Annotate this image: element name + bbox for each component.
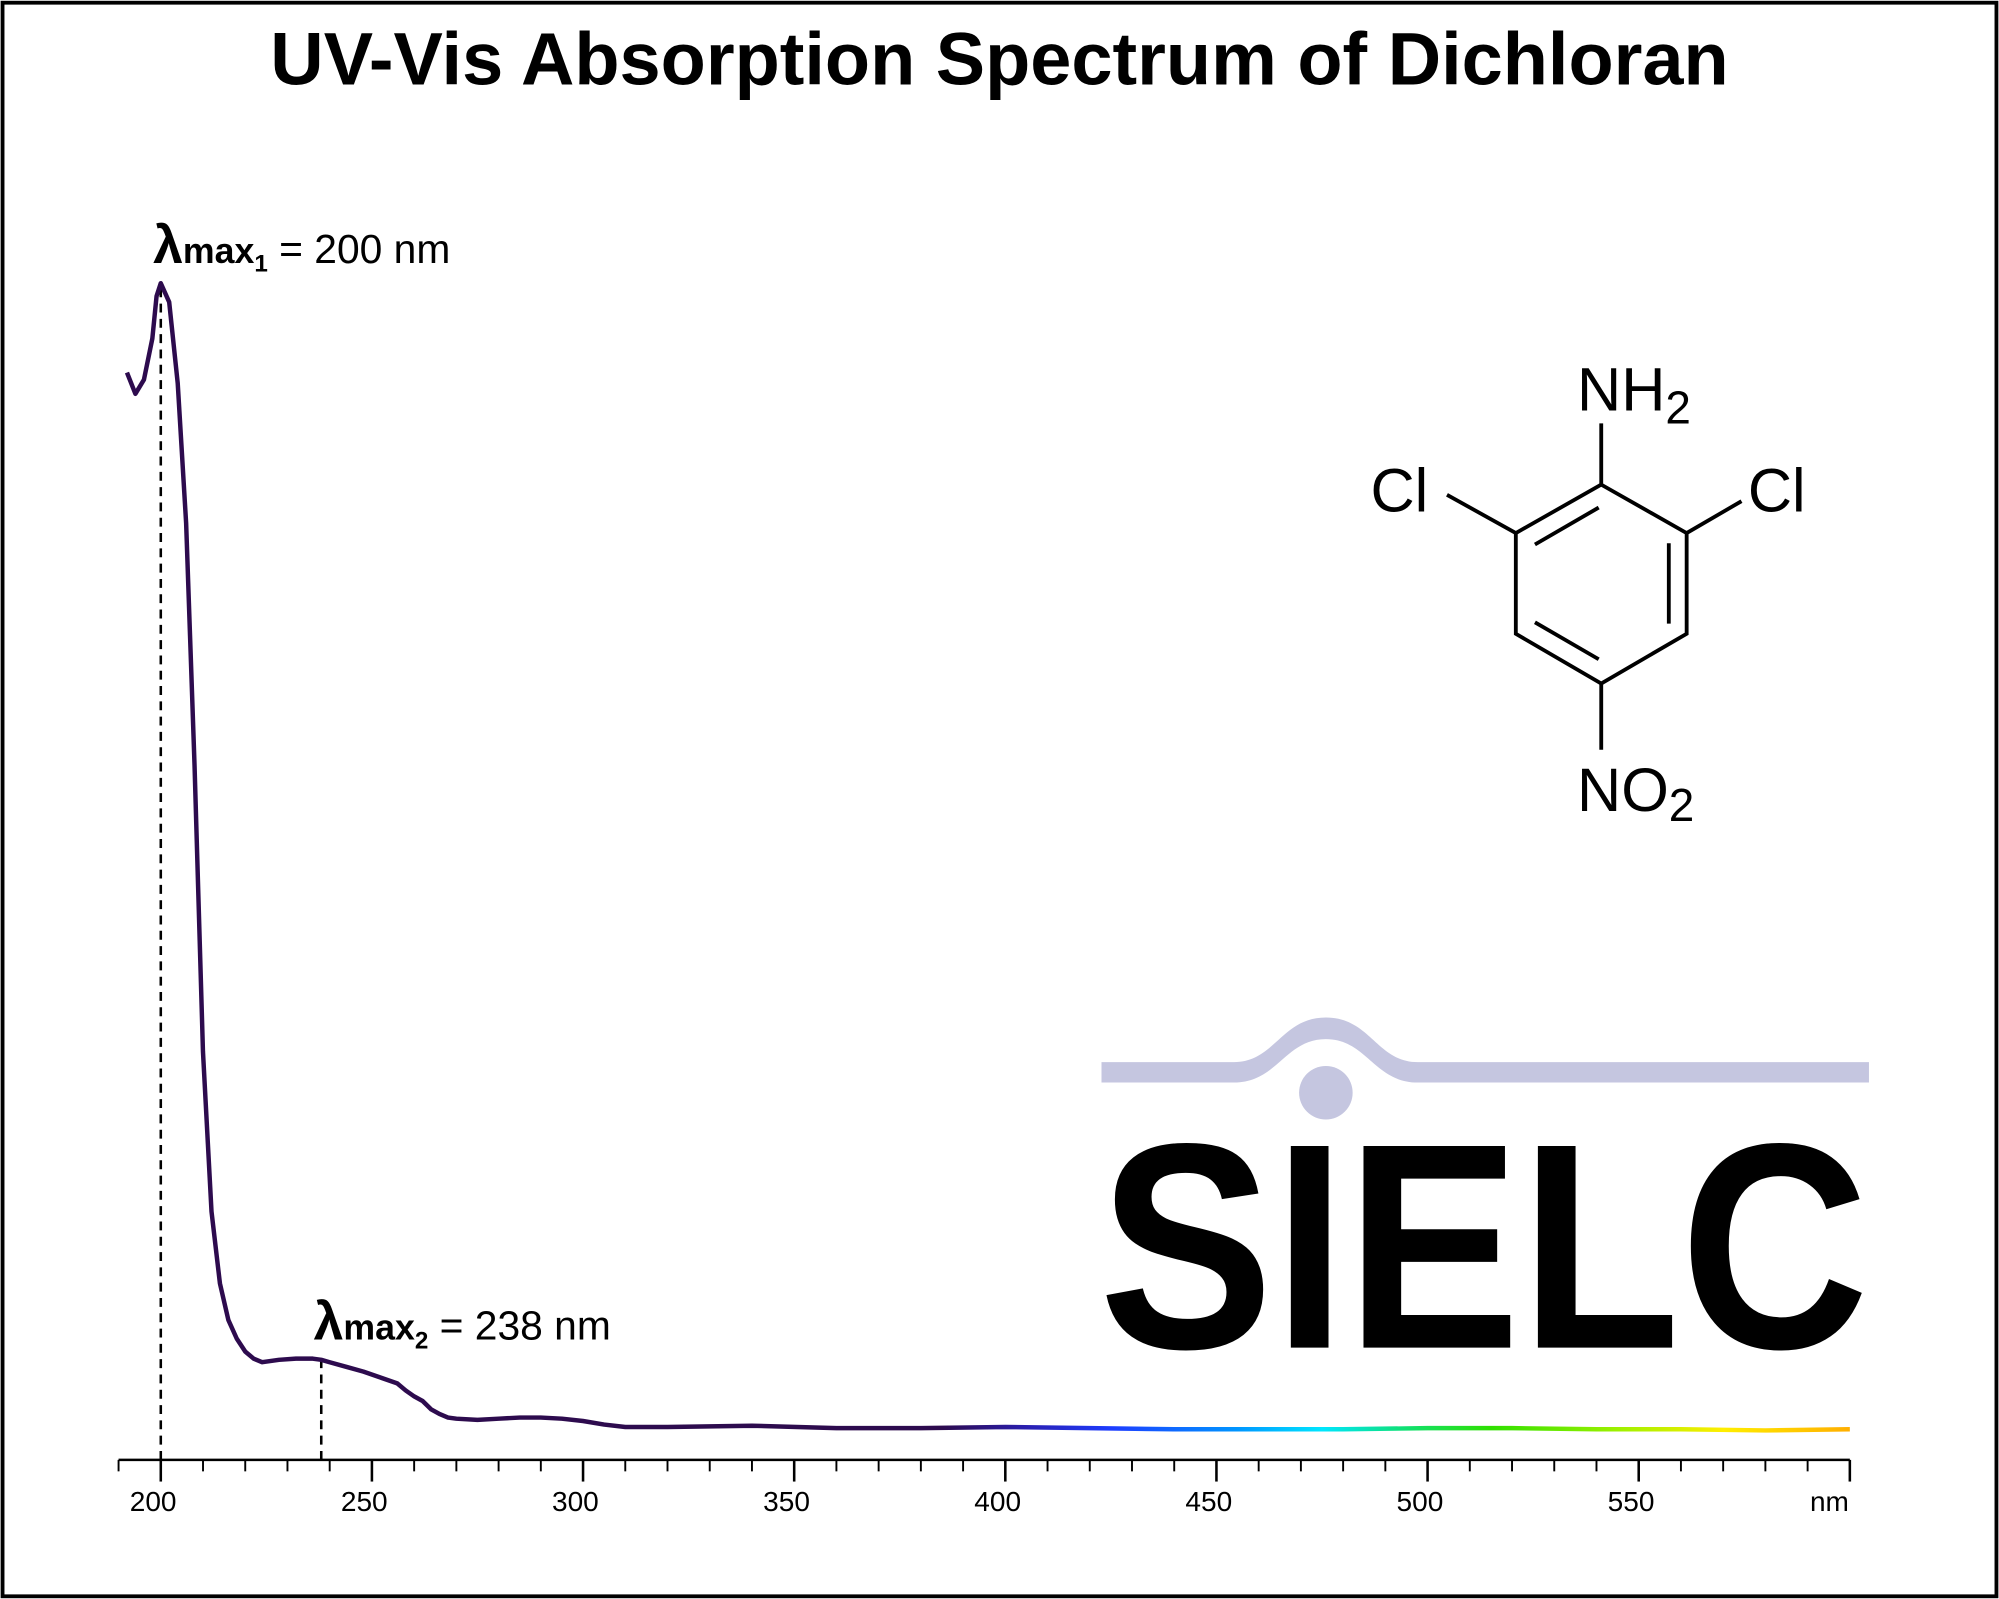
logo-dot <box>1299 1065 1353 1120</box>
x-tick-label: 250 <box>341 1486 388 1517</box>
x-tick-label: 500 <box>1397 1486 1444 1517</box>
annotation-symbol: λ <box>153 216 183 275</box>
annotation-sub: max <box>183 231 255 271</box>
annotation: λmax1 = 200 nm <box>153 216 450 278</box>
atom-label: NO2 <box>1577 756 1694 831</box>
annotation-sub: max <box>343 1307 415 1347</box>
x-tick-label: 400 <box>974 1486 1021 1517</box>
watermark: SIELC <box>1099 1017 1869 1411</box>
annotation-index: 1 <box>254 251 267 278</box>
logo-wave <box>1101 1017 1869 1083</box>
atom-index: 2 <box>1665 381 1691 433</box>
annotation-index: 2 <box>415 1327 428 1354</box>
atom-label: NH <box>1577 356 1665 424</box>
annotation-text: = 200 nm <box>268 226 451 272</box>
atom-label: Cl <box>1748 456 1806 524</box>
annotation-symbol: λ <box>314 1292 344 1351</box>
spectrum-line <box>124 280 1850 1433</box>
x-tick-label: 450 <box>1185 1486 1232 1517</box>
atom-label: NH2 <box>1577 356 1691 434</box>
x-tick-label: 350 <box>763 1486 810 1517</box>
atom-index: 2 <box>1669 779 1695 831</box>
annotation-text: = 238 nm <box>428 1302 611 1348</box>
bond <box>1446 493 1517 535</box>
bond <box>1685 499 1743 535</box>
chart-title: UV-Vis Absorption Spectrum of Dichloran <box>270 17 1728 100</box>
structure-labels: NH2 Cl Cl NO2 <box>1370 356 1805 832</box>
double-bond <box>1533 505 1600 547</box>
annotation: λmax2 = 238 nm <box>314 1292 611 1354</box>
x-tick-label: 200 <box>130 1486 177 1517</box>
atom-label: Cl <box>1370 456 1428 524</box>
x-tick-label: 550 <box>1608 1486 1655 1517</box>
x-tick-label: nm <box>1810 1486 1849 1517</box>
x-tick-label: 300 <box>552 1486 599 1517</box>
atom-label: NO <box>1577 756 1669 824</box>
double-bond <box>1533 620 1600 661</box>
logo-text: SIELC <box>1099 1084 1869 1411</box>
structure <box>1446 423 1743 750</box>
